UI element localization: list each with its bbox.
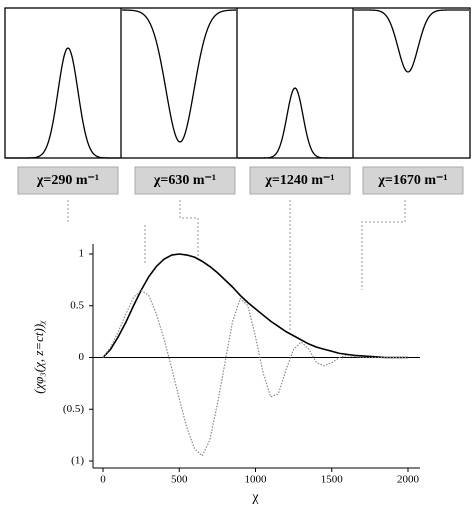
x-axis-label: χ — [251, 490, 259, 505]
panel-label: χ=1670 m⁻¹ — [377, 173, 447, 188]
panel-label: χ=1240 m⁻¹ — [264, 173, 334, 188]
panel-label: χ=630 m⁻¹ — [153, 173, 216, 188]
x-tick-label: 1500 — [321, 474, 344, 486]
x-tick-label: 1000 — [245, 474, 268, 486]
y-axis-label: (χφ₃(χ, z=ct))ᵪ — [31, 320, 46, 394]
panel-label: χ=290 m⁻¹ — [36, 173, 99, 188]
label-box — [17, 166, 119, 195]
panel-curve — [6, 47, 120, 159]
panel-curve — [121, 9, 237, 143]
x-tick-label: 500 — [171, 474, 188, 486]
y-tick-label: 0 — [79, 351, 85, 363]
y-tick-label: 0.5 — [70, 299, 84, 311]
series-line — [102, 253, 408, 359]
label-box — [134, 166, 236, 195]
series-line — [102, 289, 408, 457]
panel-curve — [238, 87, 352, 159]
x-tick-label: 0 — [100, 474, 106, 486]
panel-curve — [354, 9, 469, 73]
connector — [361, 200, 406, 290]
x-tick-label: 2000 — [397, 474, 420, 486]
connectors — [67, 200, 406, 330]
connector — [179, 200, 199, 258]
panels — [4, 7, 471, 159]
y-tick-label: 1 — [79, 248, 85, 260]
label-box — [362, 166, 464, 195]
label-box — [249, 166, 351, 195]
y-tick-label: (0.5) — [63, 403, 84, 415]
y-tick-label: (1) — [71, 455, 84, 467]
